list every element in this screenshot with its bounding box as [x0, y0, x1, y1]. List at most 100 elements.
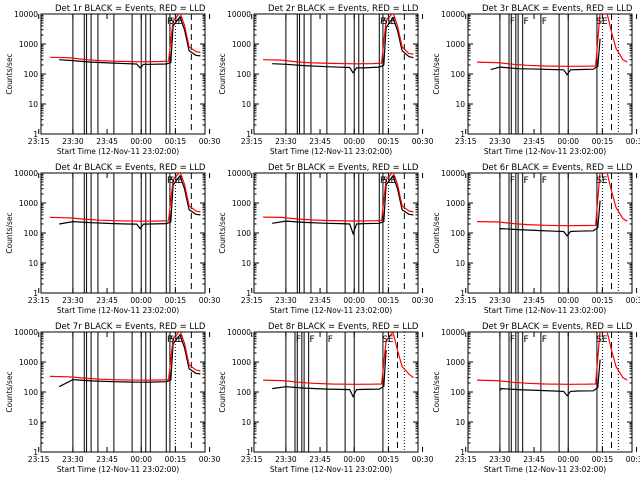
series-lld-line — [263, 173, 414, 222]
region-label: F — [542, 335, 547, 345]
region-label: P — [167, 335, 173, 345]
chart-panel-7: Det 7r BLACK = Events, RED = LLD 1 10 100 10… — [5, 322, 221, 474]
region-label: F — [328, 335, 333, 345]
series-lld-line — [50, 173, 201, 222]
x-axis-label: Start Time (12-Nov-11 23:02:00) — [484, 306, 606, 315]
y-tick-label: 10000 — [227, 10, 251, 19]
y-axis-label: Counts/sec — [218, 371, 227, 412]
y-tick-label: 1000 — [232, 40, 251, 49]
x-tick-label: 23:30 — [275, 455, 297, 464]
region-label: P — [380, 17, 386, 27]
x-tick-label: 00:30 — [412, 296, 434, 305]
region-label: F — [523, 176, 528, 186]
y-tick-label: 10 — [241, 100, 251, 109]
region-label: P — [167, 176, 173, 186]
series-events-line — [59, 174, 201, 230]
region-label: SL — [169, 176, 180, 186]
plot-frame — [253, 172, 419, 294]
y-tick-label: 1000 — [19, 358, 38, 367]
plot-frame — [40, 331, 206, 453]
y-tick-label: 10000 — [441, 169, 465, 178]
x-tick-label: 00:15 — [165, 137, 187, 146]
plot-area — [477, 173, 628, 293]
y-tick-label: 10 — [28, 100, 38, 109]
plot-frame — [253, 13, 419, 135]
y-tick-label: 1000 — [19, 199, 38, 208]
region-label: F — [510, 17, 515, 27]
region-label: F — [309, 335, 314, 345]
region-label: SL — [382, 17, 393, 27]
x-tick-label: 23:45 — [523, 137, 545, 146]
region-label: F — [542, 17, 547, 27]
y-tick-label: 100 — [24, 388, 39, 397]
x-tick-label: 00:30 — [199, 455, 221, 464]
chart-title: Det 6r BLACK = Events, RED = LLD — [482, 163, 633, 173]
plot-area — [50, 14, 201, 134]
x-tick-label: 23:30 — [275, 137, 297, 146]
region-label: E — [391, 176, 397, 186]
y-tick-label: 10 — [455, 259, 465, 268]
y-tick-label: 10000 — [14, 328, 38, 337]
x-tick-label: 23:30 — [62, 296, 84, 305]
series-events-line — [272, 16, 414, 74]
series-lld-line — [477, 332, 628, 385]
y-tick-label: 10 — [455, 418, 465, 427]
chart-panel-9: Det 9r BLACK = Events, RED = LLD 1 10 100 10… — [432, 322, 640, 474]
x-tick-label: 23:45 — [309, 455, 331, 464]
region-label: SL — [382, 176, 393, 186]
x-tick-label: 00:15 — [378, 455, 400, 464]
x-axis-label: Start Time (12-Nov-11 23:02:00) — [270, 306, 392, 315]
y-tick-label: 1 — [246, 448, 251, 457]
chart-panel-2: Det 2r BLACK = Events, RED = LLD 1 10 100 10… — [218, 4, 434, 156]
y-tick-label: 1000 — [446, 358, 465, 367]
y-tick-label: 10 — [455, 100, 465, 109]
x-tick-label: 00:15 — [592, 455, 614, 464]
plot-area — [263, 332, 414, 452]
x-tick-label: 00:15 — [165, 296, 187, 305]
y-axis-label: Counts/sec — [218, 53, 227, 94]
series-events-line — [499, 359, 601, 397]
x-axis-label: Start Time (12-Nov-11 23:02:00) — [57, 306, 179, 315]
x-tick-label: 23:15 — [455, 455, 477, 464]
plot-area — [263, 173, 414, 293]
x-tick-label: 23:15 — [241, 137, 263, 146]
x-tick-label: 23:15 — [241, 296, 263, 305]
series-events-line — [58, 333, 201, 388]
y-tick-label: 100 — [237, 70, 252, 79]
y-axis-label: Counts/sec — [5, 53, 14, 94]
plot-frame — [467, 13, 633, 135]
x-tick-label: 23:30 — [489, 137, 511, 146]
x-tick-label: 00:00 — [130, 137, 152, 146]
series-lld-line — [263, 332, 414, 385]
chart-panel-8: Det 8r BLACK = Events, RED = LLD 1 10 100 10… — [218, 322, 434, 474]
region-label: F — [510, 176, 515, 186]
region-label: F — [542, 176, 547, 186]
plot-frame — [40, 172, 206, 294]
series-lld-line — [477, 14, 628, 67]
y-axis-label: Counts/sec — [218, 212, 227, 253]
x-tick-label: 00:30 — [412, 455, 434, 464]
y-tick-label: 100 — [451, 229, 466, 238]
region-label: SE — [382, 335, 394, 345]
region-label: SE — [596, 17, 608, 27]
x-tick-label: 00:15 — [378, 137, 400, 146]
plot-frame — [40, 13, 206, 135]
x-tick-label: 00:15 — [592, 137, 614, 146]
region-label: P — [380, 176, 386, 186]
series-events-line — [272, 350, 387, 398]
x-tick-label: 00:00 — [557, 455, 579, 464]
y-tick-label: 1 — [33, 448, 38, 457]
plot-area — [263, 14, 414, 134]
x-tick-label: 23:45 — [523, 455, 545, 464]
x-tick-label: 23:45 — [96, 137, 118, 146]
chart-panel-1: Det 1r BLACK = Events, RED = LLD 1 10 100 10… — [5, 4, 221, 156]
y-tick-label: 1 — [33, 130, 38, 139]
x-tick-label: 00:00 — [343, 455, 365, 464]
x-tick-label: 23:15 — [28, 137, 50, 146]
y-tick-label: 100 — [451, 70, 466, 79]
y-tick-label: 10000 — [441, 328, 465, 337]
x-axis-label: Start Time (12-Nov-11 23:02:00) — [57, 465, 179, 474]
series-events-line — [499, 200, 601, 237]
y-tick-label: 100 — [451, 388, 466, 397]
x-tick-label: 00:15 — [592, 296, 614, 305]
